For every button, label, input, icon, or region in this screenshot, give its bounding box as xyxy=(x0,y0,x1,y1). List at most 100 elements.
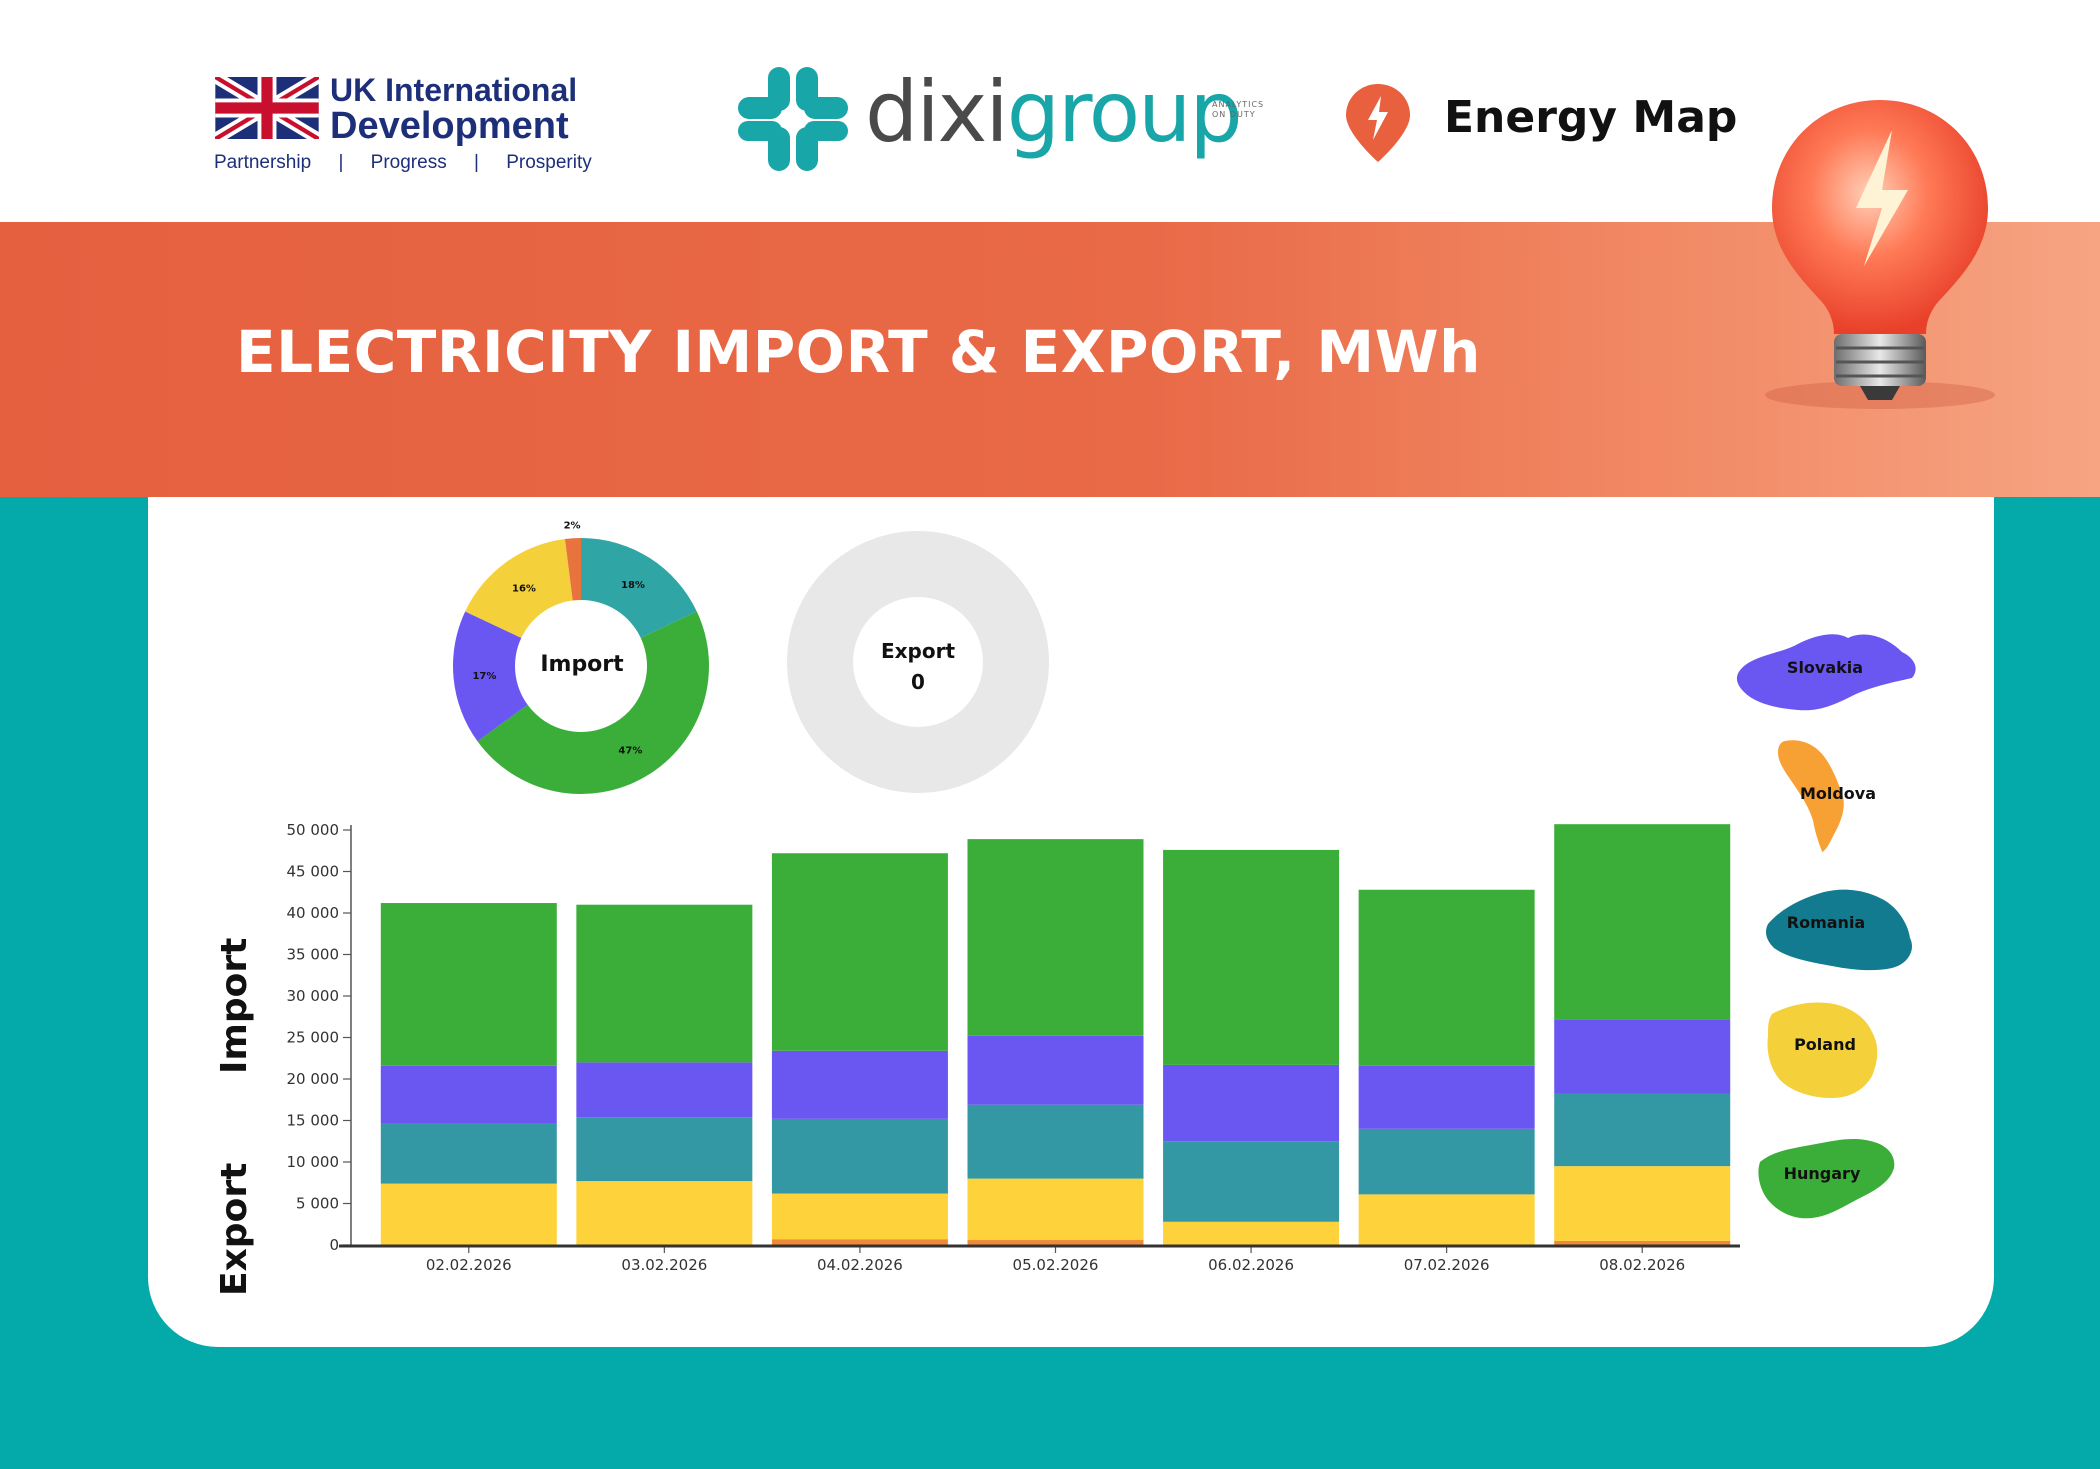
bar-segment xyxy=(1163,1064,1340,1142)
import-slice-label: 47% xyxy=(618,745,642,756)
bar-segment xyxy=(967,1104,1144,1179)
bar-segment xyxy=(967,1035,1144,1105)
x-tick-label: 06.02.2026 xyxy=(1208,1256,1294,1274)
y-tick-label: 45 000 xyxy=(287,863,340,881)
x-tick-label: 03.02.2026 xyxy=(621,1256,707,1274)
import-slice-label: 17% xyxy=(472,671,496,682)
x-tick-label: 08.02.2026 xyxy=(1599,1256,1685,1274)
bar-segment xyxy=(380,1183,557,1245)
bar-segment xyxy=(771,853,948,1051)
dixi-tag-line1: ANALYTICS xyxy=(1212,100,1265,109)
bar-segment xyxy=(967,839,1144,1036)
bar-segment xyxy=(576,1062,753,1118)
import-slice-orange xyxy=(564,538,581,601)
bar-segment xyxy=(1554,1019,1731,1094)
y-tick-label: 50 000 xyxy=(287,821,340,839)
import-slice-label: 2% xyxy=(564,520,581,531)
y-tick-label: 30 000 xyxy=(287,987,340,1005)
bar-segment xyxy=(771,1239,948,1245)
uk-flag-icon xyxy=(215,77,319,139)
export-value: 0 xyxy=(911,670,925,694)
bar-segment xyxy=(1358,889,1535,1066)
x-tick-label: 05.02.2026 xyxy=(1013,1256,1099,1274)
bar-segment xyxy=(1358,1128,1535,1195)
romania-map-icon xyxy=(1766,889,1912,971)
dixi-word-a: dixi xyxy=(865,63,1009,161)
hungary-label: Hungary xyxy=(1783,1164,1861,1183)
bar-segment xyxy=(1163,849,1340,1065)
import-slice-hungary xyxy=(477,611,709,794)
bar-segment xyxy=(576,904,753,1063)
bar-segment xyxy=(380,903,557,1066)
dixi-tag-line2: ON DUTY xyxy=(1212,110,1256,119)
moldova-label: Moldova xyxy=(1799,784,1877,803)
poland-map-icon xyxy=(1767,1002,1878,1098)
export-donut-label: Export 0 xyxy=(850,636,986,698)
tagline-sep: | xyxy=(473,152,479,173)
y-tick-label: 40 000 xyxy=(287,904,340,922)
x-tick-label: 07.02.2026 xyxy=(1404,1256,1490,1274)
import-slice-poland xyxy=(465,539,573,638)
header xyxy=(0,0,2100,222)
uk-logo-text: UK International Development xyxy=(330,72,578,147)
energy-map-title: Energy Map xyxy=(1444,92,1738,143)
moldova-map-icon xyxy=(1778,740,1844,853)
poland-label: Poland xyxy=(1794,1035,1856,1054)
x-tick-label: 04.02.2026 xyxy=(817,1256,903,1274)
bar-segment xyxy=(1358,1194,1535,1245)
import-donut-label: Import xyxy=(540,652,624,677)
bar-segment xyxy=(1163,1221,1340,1245)
bar-segment xyxy=(1554,1240,1731,1245)
tagline-sep: | xyxy=(338,152,344,173)
bar-segment xyxy=(1554,1166,1731,1241)
bar-segment xyxy=(1554,824,1731,1020)
dixigroup-wordmark: dixigroup xyxy=(865,62,1243,162)
import-slice-slovakia xyxy=(453,611,528,742)
bar-segment xyxy=(771,1193,948,1240)
energy-map-pin-icon xyxy=(1346,84,1410,162)
dixi-word-b: group xyxy=(1006,63,1243,161)
slovakia-map-icon xyxy=(1736,634,1916,711)
bar-segment xyxy=(771,1118,948,1194)
y-tick-label: 35 000 xyxy=(287,946,340,964)
y-tick-label: 15 000 xyxy=(287,1112,340,1130)
dixigroup-logo-icon xyxy=(738,67,848,171)
bar-segment xyxy=(1358,1065,1535,1129)
y-tick-label: 25 000 xyxy=(287,1029,340,1047)
y-tick-label: 20 000 xyxy=(287,1070,340,1088)
y-axis-title-export: Export xyxy=(214,1162,255,1296)
bar-segment xyxy=(967,1240,1144,1245)
bar-segment xyxy=(380,1122,557,1184)
y-axis-title-import: Import xyxy=(214,937,255,1074)
y-tick-label: 0 xyxy=(329,1236,339,1254)
import-slice-label: 16% xyxy=(512,584,536,595)
bar-segment xyxy=(576,1181,753,1245)
bar-segment xyxy=(967,1178,1144,1241)
title-banner xyxy=(0,222,2100,497)
bar-segment xyxy=(576,1117,753,1182)
light-bulb-icon xyxy=(1765,100,1995,409)
y-tick-label: 10 000 xyxy=(287,1153,340,1171)
x-tick-label: 02.02.2026 xyxy=(426,1256,512,1274)
slovakia-label: Slovakia xyxy=(1786,658,1864,677)
bar-segment xyxy=(771,1050,948,1119)
page-title: ELECTRICITY IMPORT & EXPORT, MWh xyxy=(236,318,1481,386)
romania-label: Romania xyxy=(1786,913,1866,932)
dixigroup-tagline: ANALYTICS ON DUTY xyxy=(1212,100,1264,120)
stacked-bar-chart: 0 5 000 10 000 15 000 20 000 25 000 30 000 35 0… xyxy=(287,821,1740,1274)
uk-logo-line1: UK International xyxy=(330,72,578,108)
y-tick-label: 5 000 xyxy=(296,1195,339,1213)
uk-logo-line2: Development xyxy=(330,105,569,147)
bar-segment xyxy=(1163,1141,1340,1222)
tagline-word: Prosperity xyxy=(506,152,592,173)
import-slice-teal xyxy=(581,538,697,638)
bar-segment xyxy=(380,1065,557,1123)
hungary-map-icon xyxy=(1758,1138,1895,1219)
export-donut-chart xyxy=(787,531,1049,793)
bar-segment xyxy=(1554,1093,1731,1167)
tagline-word: Progress xyxy=(370,152,447,173)
uk-logo-tagline: Partnership | Progress | Prosperity xyxy=(214,152,614,174)
export-donut-ring xyxy=(787,531,1049,793)
import-donut-chart: 18% 47% 17% 16% 2% xyxy=(453,520,709,794)
import-slice-label: 18% xyxy=(621,580,645,591)
